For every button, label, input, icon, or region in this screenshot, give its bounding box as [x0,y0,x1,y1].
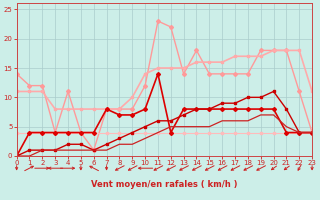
X-axis label: Vent moyen/en rafales ( km/h ): Vent moyen/en rafales ( km/h ) [91,180,238,189]
